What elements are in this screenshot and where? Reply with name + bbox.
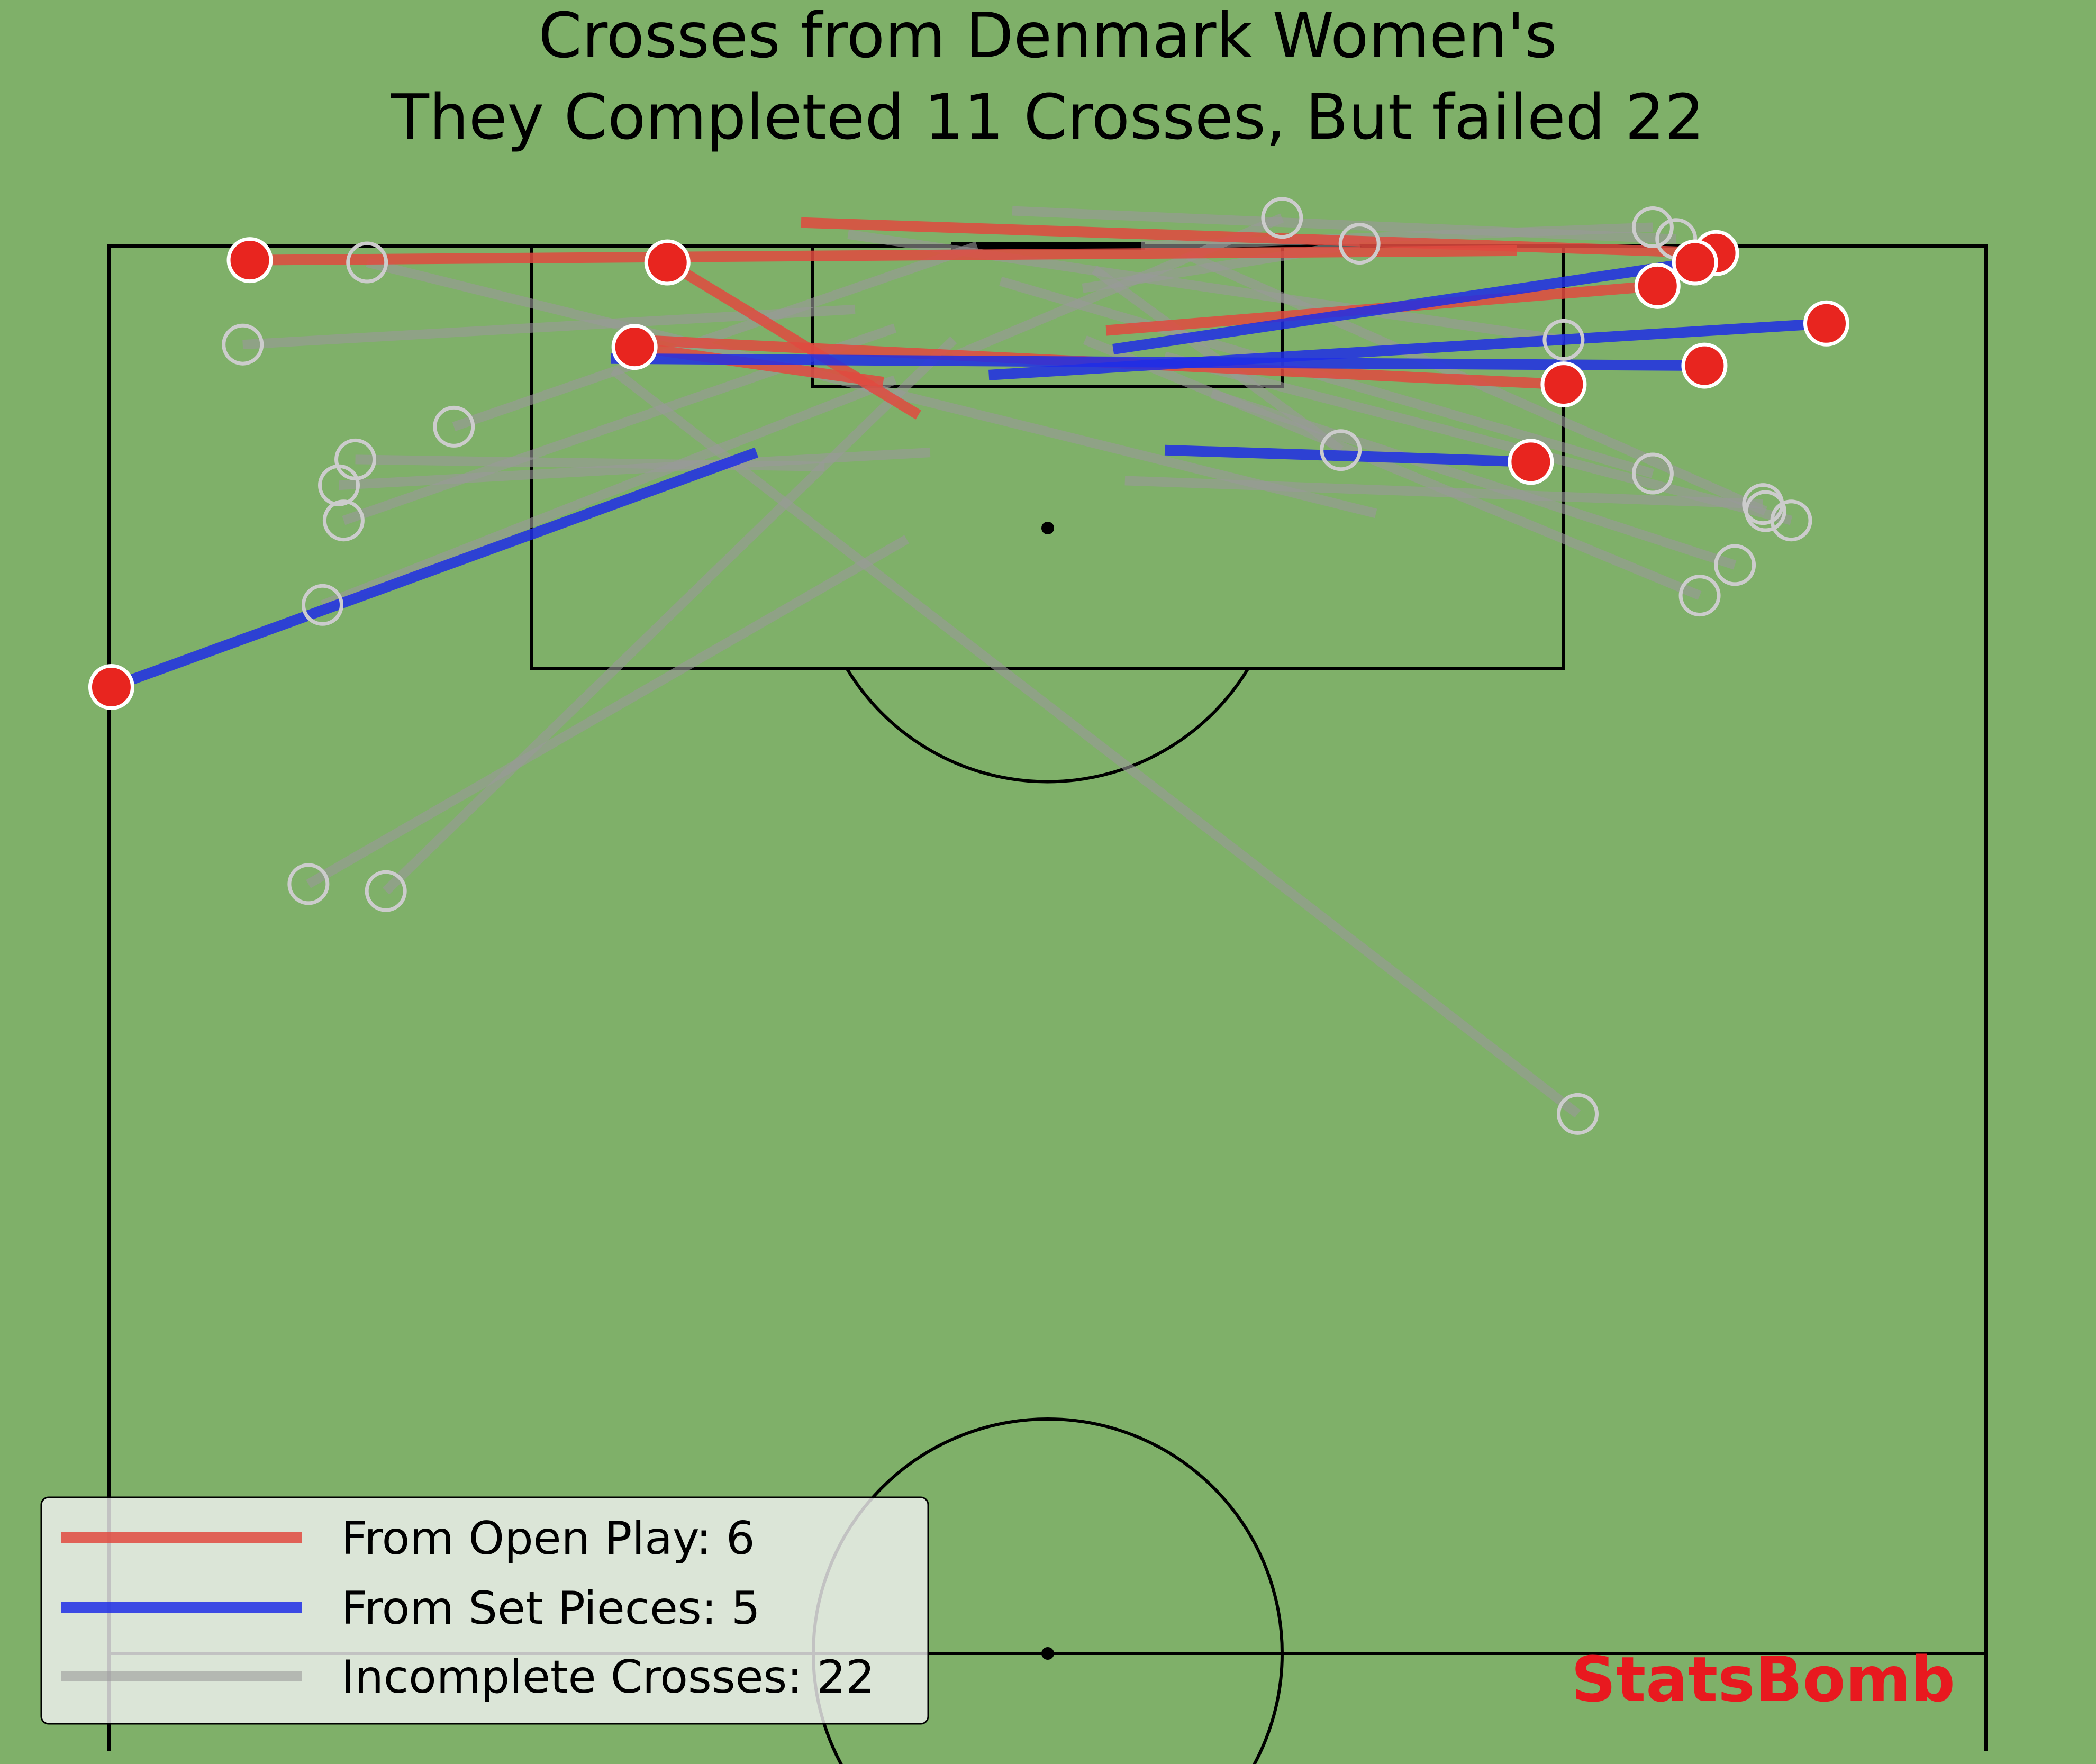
- set-piece-cross-line-3: [1164, 444, 1531, 467]
- incomplete-cross-origin-6: [322, 499, 365, 542]
- incomplete-cross-line-20: [1210, 389, 1737, 570]
- open-play-cross-origin-4: [1540, 361, 1587, 408]
- incomplete-crosses-lines: [242, 206, 1793, 1118]
- legend-label-set-pieces: From Set Pieces: 5: [341, 1582, 760, 1635]
- set-piece-cross-origin-1: [88, 663, 134, 710]
- open-play-cross-line-5: [801, 217, 1717, 259]
- incomplete-cross-origin-2: [222, 323, 264, 366]
- incomplete-cross-origin-11: [1261, 197, 1303, 239]
- set-piece-cross-origin-4: [1803, 300, 1850, 347]
- incomplete-cross-origin-1: [346, 241, 388, 284]
- incomplete-cross-origin-10: [1557, 1093, 1599, 1135]
- incomplete-cross-origin-12: [1338, 223, 1381, 265]
- incomplete-cross-origin-13: [1542, 319, 1585, 361]
- penalty-arc: [845, 667, 1250, 784]
- open-play-cross-line-2: [665, 258, 921, 420]
- open-play-cross-origin-2: [644, 239, 691, 286]
- incomplete-cross-line-10: [610, 366, 1581, 1118]
- set-piece-cross-line-2: [1112, 257, 1696, 354]
- penalty-spot: [1041, 522, 1054, 534]
- incomplete-cross-origin-7: [301, 584, 343, 626]
- open-play-cross-origin-6: [1634, 262, 1681, 309]
- open-play-cross-origin-1: [226, 237, 273, 284]
- chart-subtitle: They Completed 11 Crosses, But failed 22: [391, 80, 1704, 153]
- open-play-cross-origin-3: [611, 324, 658, 370]
- incomplete-cross-origin-18: [1631, 452, 1674, 495]
- legend-box: [40, 1496, 929, 1725]
- completed-crosses-markers: [88, 230, 1850, 710]
- incomplete-cross-line-3: [452, 241, 979, 431]
- open-play-cross-line-1: [249, 245, 1517, 266]
- incomplete-cross-origin-3: [433, 405, 475, 448]
- set-piece-cross-origin-3: [1508, 439, 1554, 485]
- legend: From Open Play: 6 From Set Pieces: 5 Inc…: [40, 1496, 929, 1725]
- set-piece-cross-line-1: [110, 447, 759, 692]
- incomplete-cross-origin-22: [1742, 483, 1784, 525]
- incomplete-cross-line-19: [1163, 351, 1793, 525]
- incomplete-cross-line-21: [1083, 335, 1702, 600]
- legend-label-incomplete: Incomplete Crosses: 22: [341, 1651, 875, 1704]
- chart-title: Crosses from Denmark Women's: [538, 0, 1557, 72]
- incomplete-cross-origin-21: [1678, 575, 1721, 617]
- incomplete-cross-line-9: [382, 336, 957, 895]
- incomplete-cross-line-8: [306, 535, 909, 888]
- incomplete-cross-line-7: [321, 375, 897, 610]
- incomplete-cross-line-22: [1124, 476, 1764, 509]
- incomplete-cross-origin-5: [318, 464, 360, 506]
- set-piece-cross-origin-2: [1672, 239, 1718, 286]
- legend-label-open-play: From Open Play: 6: [341, 1512, 755, 1565]
- incomplete-cross-origin-9: [365, 870, 407, 912]
- set-piece-crosses-lines: [110, 257, 1827, 692]
- incomplete-cross-origin-16: [1320, 429, 1362, 471]
- center-spot: [1041, 1647, 1054, 1660]
- incomplete-cross-origin-8: [287, 863, 330, 905]
- set-piece-cross-origin-5: [1681, 342, 1728, 389]
- set-piece-cross-line-5: [611, 353, 1705, 371]
- incomplete-cross-line-15: [1012, 206, 1677, 244]
- statsbomb-logo: StatsBomb: [1571, 1643, 1955, 1716]
- incomplete-cross-origin-14: [1631, 206, 1674, 249]
- incomplete-cross-origin-20: [1714, 544, 1756, 586]
